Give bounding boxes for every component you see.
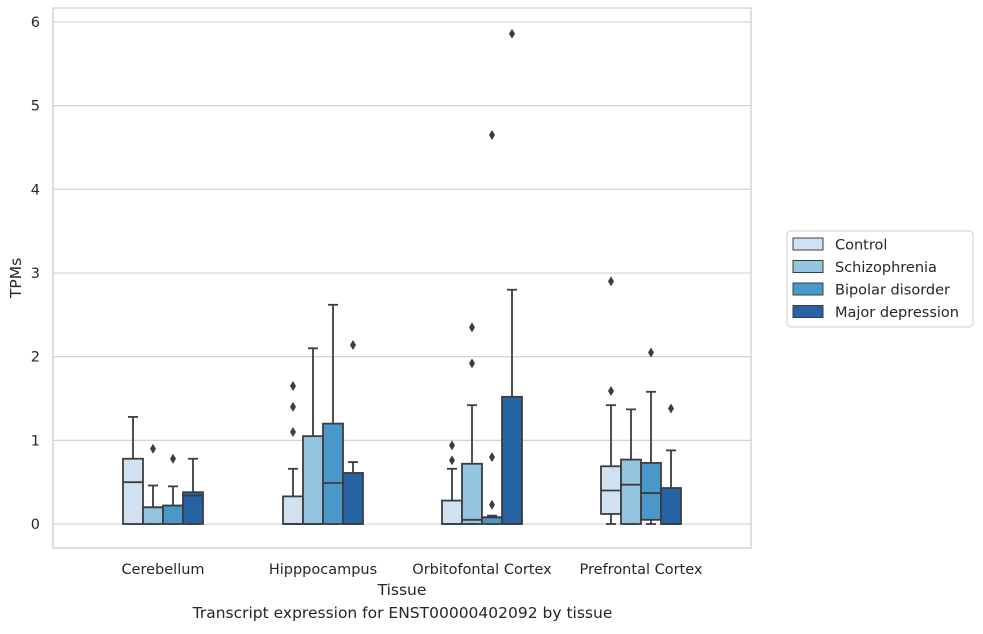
box-body	[302, 435, 324, 525]
y-tick-label: 5	[31, 99, 40, 115]
box-1-2	[461, 322, 483, 525]
x-tick-label: Cerebellum	[121, 562, 204, 578]
x-tick-label: Hipppocampus	[269, 562, 377, 578]
x-tick-labels: Cerebellum Hipppocampus Orbitofontal Corte…	[121, 562, 702, 578]
x-tick-label: Prefrontal Cortex	[580, 562, 703, 578]
outlier-marker	[608, 385, 614, 396]
outlier-marker	[449, 440, 455, 451]
outlier-marker	[350, 339, 356, 350]
boxes-layer	[122, 28, 682, 525]
outlier-marker	[170, 453, 176, 464]
box-body	[322, 422, 344, 525]
box-3-2	[501, 28, 523, 525]
legend-label: Control	[835, 238, 887, 254]
outlier-marker	[150, 443, 156, 454]
y-tick-label: 4	[31, 182, 40, 198]
x-tick-label: Orbitofontal Cortex	[412, 562, 552, 578]
box-0-3	[600, 276, 622, 525]
box-0-1	[282, 380, 304, 525]
box-plot-chart: 0 1 2 3 4 5 6 Cerebellum Hipppocampus Orbitofont…	[7, 7, 974, 599]
box-0-2	[441, 440, 463, 525]
box-body	[481, 516, 503, 525]
outlier-marker	[290, 426, 296, 437]
outlier-marker	[290, 380, 296, 391]
y-tick-label: 6	[31, 15, 40, 31]
y-tick-label: 0	[31, 517, 40, 533]
y-tick-label: 1	[31, 433, 40, 449]
box-body	[660, 487, 682, 525]
legend-swatch	[792, 282, 824, 296]
plot-frame	[52, 7, 752, 549]
box-body	[182, 491, 204, 525]
figure-caption: Transcript expression for ENST0000040209…	[192, 604, 613, 622]
box-1-0	[142, 443, 164, 525]
legend: Control Schizophrenia Bipolar disorder Majo…	[786, 230, 974, 328]
legend-swatch	[792, 260, 824, 273]
box-body	[282, 495, 304, 525]
legend-swatch	[792, 237, 824, 251]
box-2-3	[640, 347, 662, 525]
outlier-marker	[509, 28, 515, 39]
outlier-marker	[469, 358, 475, 369]
legend-label: Major depression	[835, 305, 959, 321]
outlier-marker	[668, 403, 674, 414]
box-body	[122, 457, 144, 525]
box-1-1	[302, 347, 324, 525]
x-axis-label: Tissue	[377, 581, 427, 599]
y-tick-labels: 0 1 2 3 4 5 6	[31, 15, 40, 533]
box-body	[342, 472, 364, 525]
outlier-marker	[648, 347, 654, 358]
outlier-marker	[290, 401, 296, 412]
outlier-marker	[489, 499, 495, 510]
box-3-1	[342, 339, 364, 525]
box-body	[640, 462, 662, 521]
box-0-0	[122, 416, 144, 525]
box-body	[461, 462, 483, 525]
y-tick-label: 2	[31, 350, 40, 366]
box-3-0	[182, 457, 204, 525]
outlier-marker	[489, 129, 495, 140]
legend-frame	[786, 230, 974, 328]
outlier-marker	[469, 322, 475, 333]
box-3-3	[660, 403, 682, 525]
box-body	[441, 499, 463, 525]
legend-swatch	[792, 305, 824, 318]
y-tick-label: 3	[31, 266, 40, 282]
box-body	[162, 504, 184, 525]
outlier-marker	[449, 455, 455, 466]
plot-area	[53, 8, 751, 548]
y-axis-label: TPMs	[7, 258, 25, 299]
outlier-marker	[489, 452, 495, 463]
legend-label: Bipolar disorder	[835, 283, 950, 299]
legend-label: Schizophrenia	[835, 260, 937, 276]
box-body	[620, 458, 642, 525]
box-body	[142, 506, 164, 525]
box-body	[501, 395, 523, 525]
outlier-marker	[608, 276, 614, 287]
